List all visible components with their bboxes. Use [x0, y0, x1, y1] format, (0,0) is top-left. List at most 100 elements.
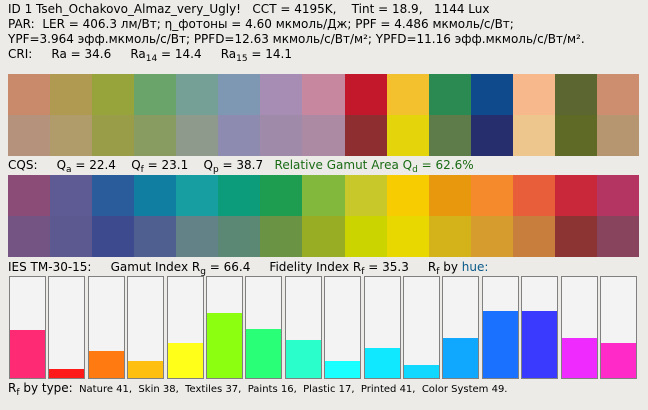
cqs-reference-swatch-15 [596, 175, 639, 216]
hue-bin-fill-9 [325, 360, 360, 378]
cqs-test-swatch-11 [428, 216, 471, 257]
cqs-test-swatch-2 [50, 216, 93, 257]
rf-type-values: Nature 41, Skin 38, Textiles 37, Paints … [72, 384, 508, 395]
cqs-reference-swatch-13 [512, 175, 555, 216]
hue-bin-fill-6 [207, 313, 242, 378]
cqs-reference-swatches [8, 175, 639, 216]
hue-bin-bar-11 [403, 276, 440, 379]
hue-bin-fill-8 [286, 339, 321, 378]
cri-test-swatch-8 [302, 115, 345, 156]
cqs-test-swatch-10 [386, 216, 429, 257]
cri-ra: Ra = 34.6 [51, 47, 112, 61]
cri-test-swatch-15 [596, 115, 639, 156]
cri-reference-swatch-7 [260, 74, 303, 115]
cqs-reference-swatch-14 [554, 175, 597, 216]
cqs-test-swatch-13 [512, 216, 555, 257]
cqs-test-swatch-14 [554, 216, 597, 257]
cqs-qa: Qa = 22.4 [56, 158, 116, 175]
cri-test-swatch-10 [386, 115, 429, 156]
ies-fidelity-index: Fidelity Index Rf = 35.3 [269, 260, 409, 277]
cri-reference-swatch-4 [134, 74, 177, 115]
cqs-test-swatch-4 [134, 216, 177, 257]
cri-test-swatch-9 [344, 115, 387, 156]
cri-reference-swatch-3 [92, 74, 135, 115]
hue-bin-bar-8 [285, 276, 322, 379]
cqs-label: CQS: [8, 158, 38, 172]
cri-reference-swatch-6 [218, 74, 261, 115]
cqs-qf: Qf = 23.1 [131, 158, 189, 175]
cri-reference-swatch-10 [386, 74, 429, 115]
cri-test-swatch-6 [218, 115, 261, 156]
cqs-test-swatch-8 [302, 216, 345, 257]
cqs-reference-swatch-6 [218, 175, 261, 216]
cqs-test-swatch-3 [92, 216, 135, 257]
cqs-test-swatch-6 [218, 216, 261, 257]
hue-bin-bar-5 [167, 276, 204, 379]
cri-reference-swatch-15 [596, 74, 639, 115]
cri-test-swatch-1 [8, 115, 51, 156]
cqs-test-swatch-9 [344, 216, 387, 257]
cqs-reference-swatch-10 [386, 175, 429, 216]
hue-bin-bar-9 [324, 276, 361, 379]
cri-test-swatch-5 [176, 115, 219, 156]
par-metrics-line: PAR: LER = 406.3 лм/Вт; η_фотоны = 4.60 … [8, 17, 514, 31]
cri-reference-swatch-2 [50, 74, 93, 115]
cqs-reference-swatch-11 [428, 175, 471, 216]
cri-test-swatch-11 [428, 115, 471, 156]
cqs-test-swatch-12 [470, 216, 513, 257]
cri-test-swatch-4 [134, 115, 177, 156]
hue-bin-bar-4 [127, 276, 164, 379]
cri-ra15: Ra15 = 14.1 [220, 47, 292, 64]
ies-gamut-index: Gamut Index Rg = 66.4 [110, 260, 251, 277]
cqs-reference-swatch-7 [260, 175, 303, 216]
cqs-reference-swatch-3 [92, 175, 135, 216]
cri-test-swatches [8, 115, 639, 156]
rf-by-type-line: Rf by type: Nature 41, Skin 38, Textiles… [8, 381, 508, 398]
cqs-reference-swatch-2 [50, 175, 93, 216]
cqs-reference-swatch-8 [302, 175, 345, 216]
cri-reference-swatch-11 [428, 74, 471, 115]
hue-bin-fill-5 [168, 342, 203, 378]
hue-bin-bar-1 [9, 276, 46, 379]
cri-test-swatch-12 [470, 115, 513, 156]
report-title-line: ID 1 Tseh_Ochakovo_Almaz_very_Ugly! CCT … [8, 2, 490, 16]
cqs-test-swatch-1 [8, 216, 51, 257]
cri-test-swatch-7 [260, 115, 303, 156]
hue-bin-fill-10 [365, 347, 400, 378]
hue-bin-bar-13 [482, 276, 519, 379]
cri-test-swatch-2 [50, 115, 93, 156]
cqs-reference-swatch-1 [8, 175, 51, 216]
cri-line: CRI: Ra = 34.6 Ra14 = 14.4 Ra15 = 14.1 [8, 47, 292, 64]
cri-reference-swatch-12 [470, 74, 513, 115]
rf-by-hue-bars [9, 276, 640, 379]
hue-bin-bar-15 [561, 276, 598, 379]
hue-bin-bar-7 [245, 276, 282, 379]
hue-bin-fill-7 [246, 328, 281, 378]
cqs-gamut-area: Relative Gamut Area Qd = 62.6% [274, 158, 474, 175]
hue-bin-fill-4 [128, 360, 163, 378]
cri-test-swatch-13 [512, 115, 555, 156]
cqs-test-swatch-7 [260, 216, 303, 257]
rf-by-hue-label: Rf by hue: [427, 260, 489, 277]
cri-reference-swatch-1 [8, 74, 51, 115]
cri-reference-swatch-5 [176, 74, 219, 115]
cqs-reference-swatch-4 [134, 175, 177, 216]
cri-reference-swatch-13 [512, 74, 555, 115]
hue-bin-bar-12 [442, 276, 479, 379]
hue-bin-bar-2 [48, 276, 85, 379]
photon-flux-line: YPF=3.964 эфф.мкмоль/с/Вт; PPFD=12.63 мк… [8, 32, 585, 46]
hue-bin-fill-13 [483, 311, 518, 378]
hue-bin-bar-3 [88, 276, 125, 379]
cri-test-swatch-14 [554, 115, 597, 156]
cqs-test-swatch-5 [176, 216, 219, 257]
hue-bin-fill-15 [562, 337, 597, 378]
cri-reference-swatch-8 [302, 74, 345, 115]
hue-bin-fill-11 [404, 364, 439, 378]
hue-bin-bar-16 [600, 276, 637, 379]
cri-test-swatch-3 [92, 115, 135, 156]
hue-bin-bar-6 [206, 276, 243, 379]
cqs-line: CQS: Qa = 22.4 Qf = 23.1 Qp = 38.7 Relat… [8, 158, 474, 175]
hue-bin-fill-1 [10, 329, 45, 378]
cqs-test-swatches [8, 216, 639, 257]
cri-label: CRI: [8, 47, 33, 61]
